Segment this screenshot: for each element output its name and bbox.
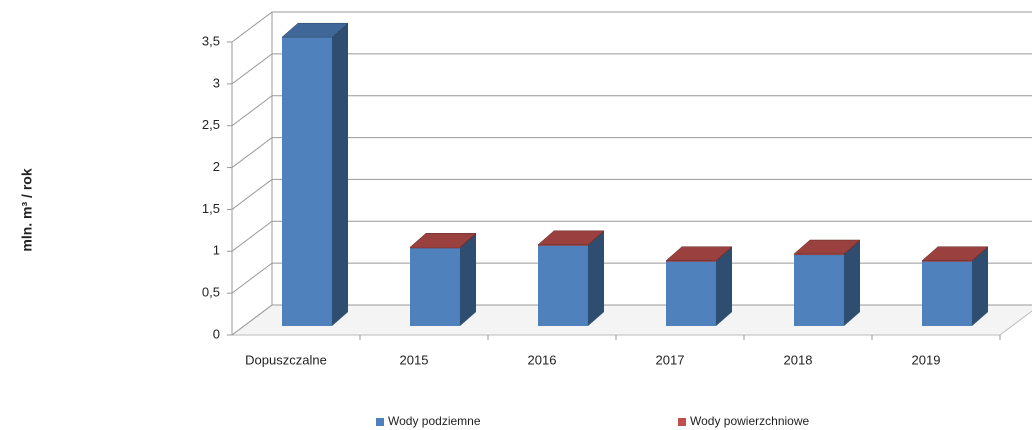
grid-line xyxy=(231,179,273,210)
legend-swatch xyxy=(376,418,384,426)
bar-top xyxy=(921,246,989,261)
bar xyxy=(538,244,588,246)
bar xyxy=(538,245,588,326)
bar-top xyxy=(537,230,605,246)
x-tick-label: 2019 xyxy=(912,352,941,367)
y-tick-label: 1 xyxy=(213,243,220,258)
y-tick-label: 2,5 xyxy=(202,117,220,132)
x-tick-label: 2018 xyxy=(784,352,813,367)
floor xyxy=(230,304,1032,336)
bar-side xyxy=(716,247,732,326)
y-tick-label: 0 xyxy=(213,326,220,341)
bar-top xyxy=(665,246,733,261)
grid-line xyxy=(231,137,273,168)
bar xyxy=(666,261,716,326)
grid-line xyxy=(231,220,273,252)
bar-top xyxy=(281,22,349,38)
y-tick-label: 2 xyxy=(213,159,220,174)
grid-line xyxy=(231,95,273,127)
y-axis-title: mln. m³ / rok xyxy=(19,168,35,251)
y-tick-label: 3,5 xyxy=(202,33,220,48)
bar xyxy=(922,261,972,326)
grid-line xyxy=(231,262,273,294)
bar xyxy=(410,247,460,249)
legend-swatch xyxy=(678,418,686,426)
grid-line xyxy=(231,11,273,43)
bar-side xyxy=(460,234,476,326)
bar xyxy=(282,37,332,326)
x-tick-label: Dopuszczalne xyxy=(245,352,327,367)
y-tick-label: 3 xyxy=(213,75,220,90)
bar xyxy=(794,254,844,255)
bar-side xyxy=(844,240,860,326)
bar-top xyxy=(793,239,861,255)
x-tick-label: 2016 xyxy=(528,352,557,367)
bar xyxy=(794,254,844,326)
grid-line xyxy=(231,53,273,85)
y-tick-label: 0,5 xyxy=(202,285,220,300)
x-tick-label: 2017 xyxy=(656,352,685,367)
bar xyxy=(410,248,460,326)
bar-top xyxy=(409,233,477,248)
legend-label: Wody podziemne xyxy=(388,414,481,428)
grid-line xyxy=(231,304,273,336)
y-tick-label: 1,5 xyxy=(202,201,220,216)
bar-side xyxy=(588,231,604,326)
bar-side xyxy=(972,247,988,326)
bar xyxy=(666,260,716,262)
bar xyxy=(922,260,972,262)
legend-label: Wody powierzchniowe xyxy=(690,414,809,428)
x-tick-label: 2015 xyxy=(400,352,429,367)
bar-side xyxy=(332,23,348,326)
